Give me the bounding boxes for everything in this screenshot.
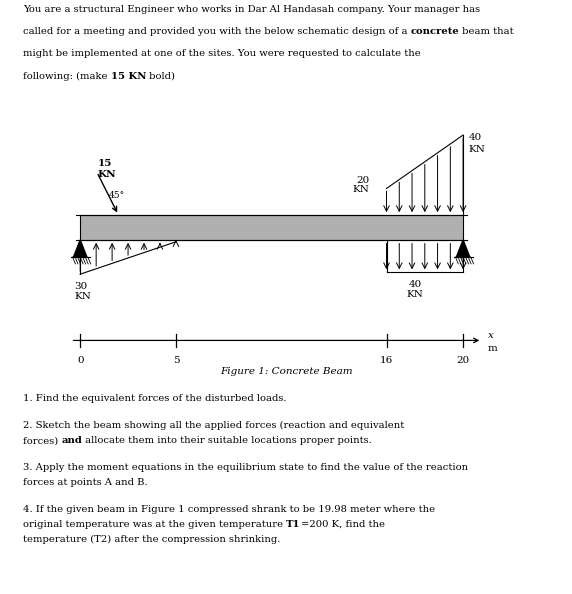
Text: 0: 0 [77,356,84,365]
Text: 15: 15 [98,159,112,168]
Text: 5: 5 [173,356,179,365]
Text: T1: T1 [286,520,301,529]
Text: 16: 16 [380,356,393,365]
Text: Figure 1: Concrete Beam: Figure 1: Concrete Beam [220,366,352,376]
Text: 3. Apply the moment equations in the equilibrium state to find the value of the : 3. Apply the moment equations in the equ… [23,463,468,472]
Bar [80,215,463,240]
Text: bold): bold) [146,72,175,81]
Text: following: (make: following: (make [23,72,110,81]
Text: KN: KN [352,185,370,194]
Text: and: and [61,436,82,445]
Text: KN: KN [98,170,117,179]
Text: x: x [488,331,494,340]
Text: allocate them into their suitable locations proper points.: allocate them into their suitable locati… [82,436,372,445]
Text: 4. If the given beam in Figure 1 compressed shrank to be 19.98 meter where the: 4. If the given beam in Figure 1 compres… [23,505,435,514]
Text: 2. Sketch the beam showing all the applied forces (reaction and equivalent: 2. Sketch the beam showing all the appli… [23,421,404,431]
Text: 1. Find the equivalent forces of the disturbed loads.: 1. Find the equivalent forces of the dis… [23,394,287,403]
Text: forces): forces) [23,436,61,445]
Text: KN: KN [407,290,424,299]
Text: 45°: 45° [109,191,125,200]
Text: KN: KN [74,292,92,302]
Polygon shape [456,240,470,257]
Text: You are a structural Engineer who works in Dar Al Handasah company. Your manager: You are a structural Engineer who works … [23,5,480,14]
Text: beam that: beam that [459,27,514,36]
Text: 30: 30 [74,282,88,291]
Text: 20: 20 [356,176,370,185]
Polygon shape [73,240,87,257]
Text: 40: 40 [469,133,482,142]
Text: m: m [488,344,498,353]
Text: original temperature was at the given temperature: original temperature was at the given te… [23,520,286,529]
Text: 20: 20 [456,356,470,365]
Text: forces at points A and B.: forces at points A and B. [23,478,148,487]
Text: 40: 40 [408,280,422,289]
Text: KN: KN [469,144,486,154]
Text: called for a meeting and provided you with the below schematic design of a: called for a meeting and provided you wi… [23,27,411,36]
Text: =200 K, find the: =200 K, find the [301,520,384,529]
Text: concrete: concrete [411,27,459,36]
Text: temperature (T2) after the compression shrinking.: temperature (T2) after the compression s… [23,535,280,544]
Text: 15 KN: 15 KN [110,72,146,81]
Text: might be implemented at one of the sites. You were requested to calculate the: might be implemented at one of the sites… [23,49,420,58]
